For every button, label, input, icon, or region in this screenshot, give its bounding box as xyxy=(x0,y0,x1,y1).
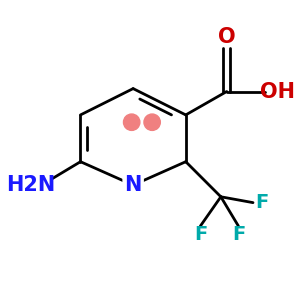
Text: OH: OH xyxy=(260,82,296,101)
Text: F: F xyxy=(232,225,245,244)
Text: N: N xyxy=(124,175,142,195)
Circle shape xyxy=(124,114,140,130)
Text: O: O xyxy=(218,27,236,47)
Text: F: F xyxy=(194,225,207,244)
Text: F: F xyxy=(255,193,268,212)
Circle shape xyxy=(144,114,160,130)
Text: H2N: H2N xyxy=(6,175,56,195)
